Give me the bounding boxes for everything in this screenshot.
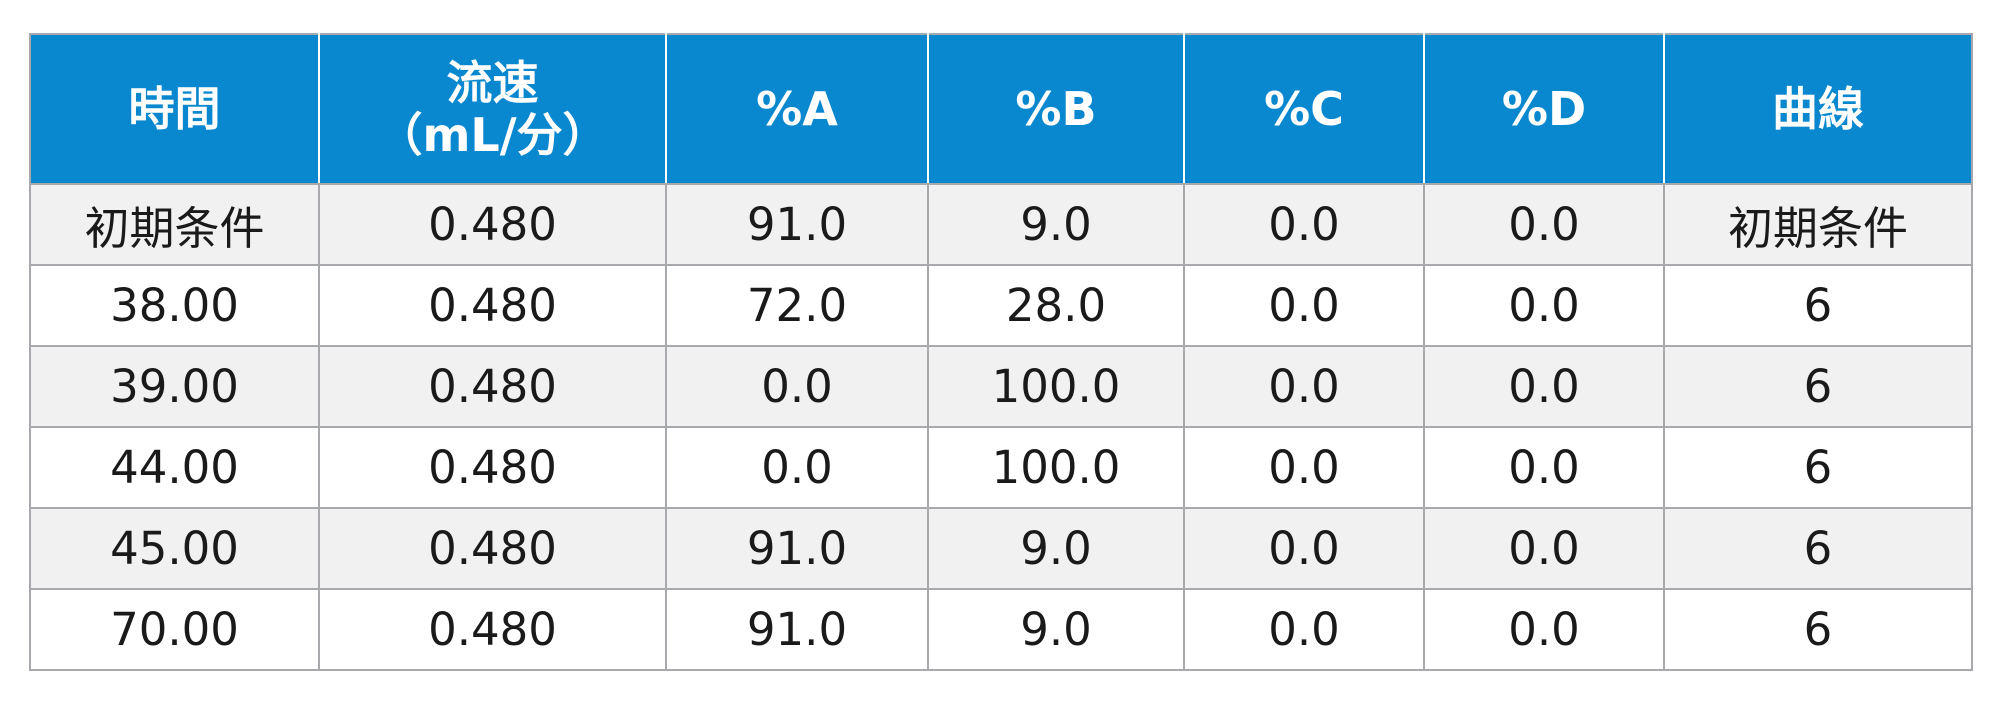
header-unit-label: （mL/分） <box>376 108 609 162</box>
table-header: 時間 流速 （mL/分） %A %B %C %D <box>29 33 1973 185</box>
cell-curve: 6 <box>1663 426 1973 509</box>
cell-percent-c: 0.0 <box>1183 183 1425 266</box>
cell-percent-c: 0.0 <box>1183 345 1425 428</box>
cell-flow-rate: 0.480 <box>318 183 667 266</box>
cell-curve: 6 <box>1663 264 1973 347</box>
gradient-table: 時間 流速 （mL/分） %A %B %C %D <box>29 33 1973 671</box>
cell-percent-a: 0.0 <box>665 426 929 509</box>
header-label: %D <box>1501 82 1587 136</box>
cell-percent-a: 91.0 <box>665 183 929 266</box>
table-body: 初期条件 0.480 91.0 9.0 0.0 0.0 初期条件 38.00 0… <box>29 183 1973 671</box>
table-row: 38.00 0.480 72.0 28.0 0.0 0.0 6 <box>29 264 1973 347</box>
cell-percent-d: 0.0 <box>1423 345 1665 428</box>
cell-percent-c: 0.0 <box>1183 588 1425 671</box>
header-label: 流速 <box>446 56 539 110</box>
cell-percent-a: 91.0 <box>665 588 929 671</box>
cell-percent-a: 0.0 <box>665 345 929 428</box>
cell-percent-d: 0.0 <box>1423 507 1665 590</box>
cell-percent-b: 28.0 <box>927 264 1185 347</box>
gradient-table-container: 時間 流速 （mL/分） %A %B %C %D <box>29 33 1973 671</box>
cell-flow-rate: 0.480 <box>318 345 667 428</box>
cell-flow-rate: 0.480 <box>318 426 667 509</box>
cell-percent-d: 0.0 <box>1423 264 1665 347</box>
column-header-time: 時間 <box>29 33 320 185</box>
cell-percent-a: 72.0 <box>665 264 929 347</box>
header-label: %B <box>1015 82 1097 136</box>
header-row: 時間 流速 （mL/分） %A %B %C %D <box>29 33 1973 185</box>
column-header-percent-a: %A <box>665 33 929 185</box>
cell-percent-b: 9.0 <box>927 588 1185 671</box>
cell-curve: 初期条件 <box>1663 183 1973 266</box>
table-row: 45.00 0.480 91.0 9.0 0.0 0.0 6 <box>29 507 1973 590</box>
cell-curve: 6 <box>1663 588 1973 671</box>
cell-flow-rate: 0.480 <box>318 264 667 347</box>
cell-flow-rate: 0.480 <box>318 588 667 671</box>
cell-percent-c: 0.0 <box>1183 507 1425 590</box>
cell-percent-b: 9.0 <box>927 183 1185 266</box>
cell-curve: 6 <box>1663 507 1973 590</box>
cell-time: 39.00 <box>29 345 320 428</box>
header-label: %A <box>756 82 838 136</box>
column-header-percent-c: %C <box>1183 33 1425 185</box>
cell-percent-c: 0.0 <box>1183 426 1425 509</box>
table-row: 39.00 0.480 0.0 100.0 0.0 0.0 6 <box>29 345 1973 428</box>
header-label: %C <box>1264 82 1344 136</box>
cell-percent-b: 100.0 <box>927 426 1185 509</box>
cell-time: 38.00 <box>29 264 320 347</box>
header-label: 曲線 <box>1772 82 1864 136</box>
table-row: 44.00 0.480 0.0 100.0 0.0 0.0 6 <box>29 426 1973 509</box>
cell-percent-d: 0.0 <box>1423 588 1665 671</box>
cell-percent-b: 9.0 <box>927 507 1185 590</box>
cell-time: 45.00 <box>29 507 320 590</box>
column-header-curve: 曲線 <box>1663 33 1973 185</box>
column-header-percent-b: %B <box>927 33 1185 185</box>
cell-percent-a: 91.0 <box>665 507 929 590</box>
column-header-flow-rate: 流速 （mL/分） <box>318 33 667 185</box>
cell-curve: 6 <box>1663 345 1973 428</box>
cell-percent-d: 0.0 <box>1423 426 1665 509</box>
cell-time: 70.00 <box>29 588 320 671</box>
cell-percent-b: 100.0 <box>927 345 1185 428</box>
table-row: 70.00 0.480 91.0 9.0 0.0 0.0 6 <box>29 588 1973 671</box>
column-header-percent-d: %D <box>1423 33 1665 185</box>
header-label: 時間 <box>128 82 221 136</box>
table-row: 初期条件 0.480 91.0 9.0 0.0 0.0 初期条件 <box>29 183 1973 266</box>
cell-time: 44.00 <box>29 426 320 509</box>
cell-time: 初期条件 <box>29 183 320 266</box>
cell-percent-d: 0.0 <box>1423 183 1665 266</box>
cell-percent-c: 0.0 <box>1183 264 1425 347</box>
cell-flow-rate: 0.480 <box>318 507 667 590</box>
